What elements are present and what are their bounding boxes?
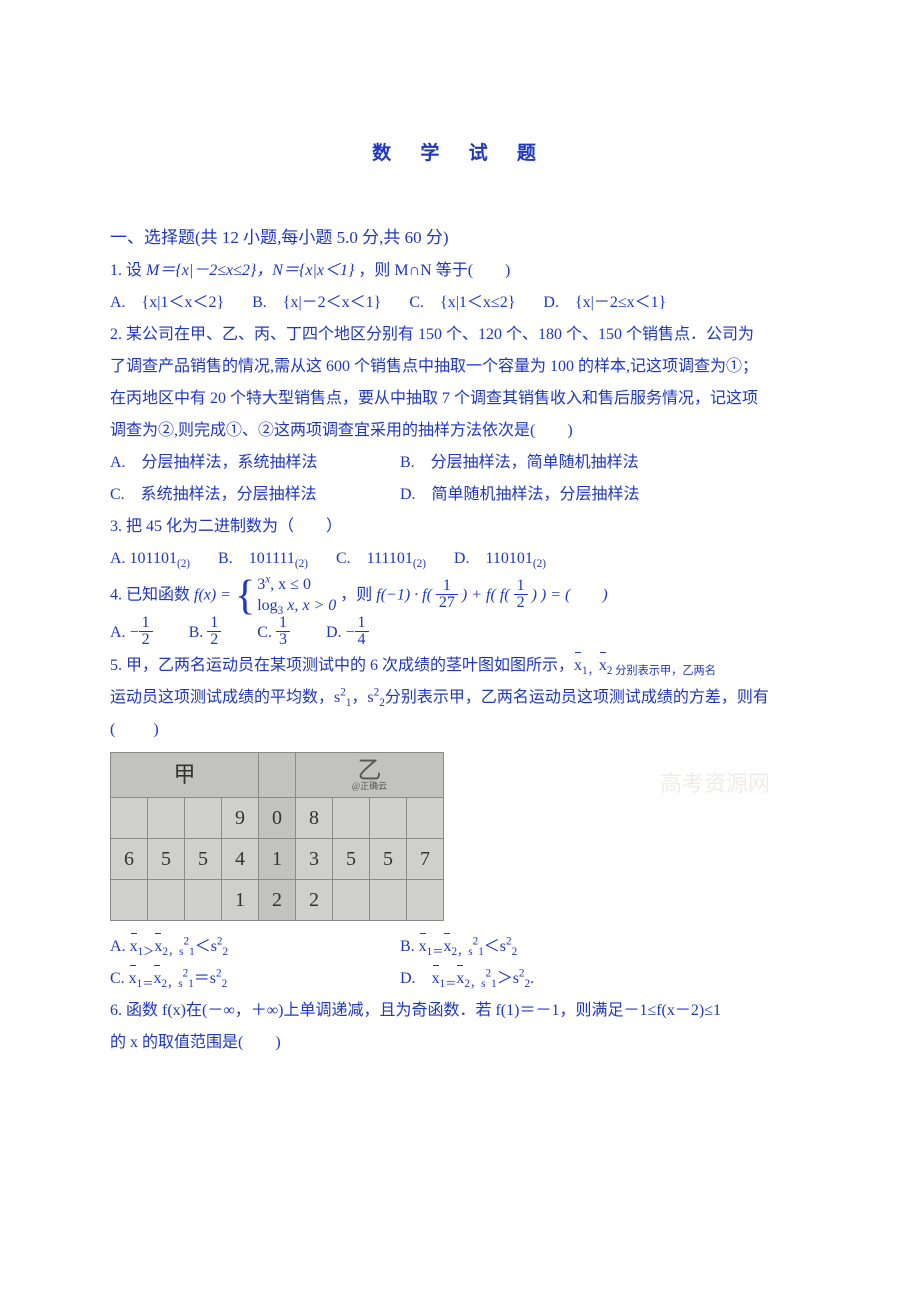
q2-l4: 调查为②,则完成①、②这两项调查宜采用的抽样方法依次是( ) — [110, 415, 810, 447]
q4-piecewise: { 3x, x ≤ 0 log3 x, x > 0 — [235, 575, 336, 617]
q6-l2: 的 x 的取值范围是( ) — [110, 1027, 810, 1059]
sl-row-1: 6554 1 3557 — [111, 839, 444, 880]
q4-options: A. −12 B. 12 C. 13 D. −14 — [110, 617, 810, 650]
q5-opt-c: C. x1＝x2，s21＝s22 — [110, 963, 400, 995]
exam-page: 数 学 试 题 一、选择题(共 12 小题,每小题 5.0 分,共 60 分) … — [0, 0, 920, 1119]
q5-l2a: 运动员这项测试成绩的平均数，s — [110, 689, 340, 706]
q4-expr-a: f(−1) · f( — [376, 587, 432, 604]
sl-row-0: 9 0 8 — [111, 798, 444, 839]
q5-opt-d: D. x1＝x2，s21＞s22. — [400, 963, 810, 995]
left-brace-icon: { — [235, 575, 255, 617]
sl-head-left: 甲 — [111, 753, 259, 798]
q4-frac-2: 12 — [514, 578, 528, 611]
q1-math: M＝{x|－2≤x≤2}，N＝{x|x＜1} — [146, 262, 354, 279]
q4-mid: ，则 — [340, 587, 376, 604]
section-heading: 一、选择题(共 12 小题,每小题 5.0 分,共 60 分) — [110, 221, 810, 255]
q4-opt-a: A. −12 — [110, 617, 153, 650]
stem-leaf-plot: 甲 乙 @正确云 9 0 8 6554 1 3557 1 2 2 — [110, 752, 444, 921]
q4-expr-c: ) ) = ( ) — [532, 587, 608, 604]
q2-l2: 了调查产品销售的情况,需从这 600 个销售点中抽取一个容量为 100 的样本,… — [110, 351, 810, 383]
q5-options: A. x1＞x2，s21＜s22 B. x1＝x2，s21＜s22 C. x1＝… — [110, 931, 810, 995]
q2-opt-d: D. 简单随机抽样法，分层抽样法 — [400, 479, 810, 511]
watermark-text: 高考资源网 — [660, 762, 770, 806]
q1-opt-a: A. {x|1＜x＜2} — [110, 287, 224, 319]
q4-frac-1: 127 — [436, 578, 458, 611]
q1-opt-d: D. {x|－2≤x＜1} — [543, 287, 666, 319]
q2-options: A. 分层抽样法，系统抽样法 B. 分层抽样法，简单随机抽样法 C. 系统抽样法… — [110, 447, 810, 511]
page-title: 数 学 试 题 — [110, 135, 810, 173]
q5-opt-a: A. x1＞x2，s21＜s22 — [110, 931, 400, 963]
q2-l1: 2. 某公司在甲、乙、丙、丁四个地区分别有 150 个、120 个、180 个、… — [110, 319, 810, 351]
sl-head-right: 乙 @正确云 — [296, 753, 444, 798]
q2-opt-c: C. 系统抽样法，分层抽样法 — [110, 479, 400, 511]
q3-opt-b: B. 101111(2) — [218, 543, 308, 575]
sl-head-stem — [259, 753, 296, 798]
q1-options: A. {x|1＜x＜2} B. {x|－2＜x＜1} C. {x|1＜x≤2} … — [110, 287, 810, 319]
q2-opt-b: B. 分层抽样法，简单随机抽样法 — [400, 447, 810, 479]
q4-fx: f(x) = — [194, 587, 231, 604]
q4-expr-b: ) + f( f( — [462, 587, 510, 604]
sl-row-2: 1 2 2 — [111, 880, 444, 921]
question-5: 5. 甲，乙两名运动员在某项测试中的 6 次成绩的茎叶图如图所示，x1，x2 分… — [110, 650, 810, 746]
q1-stem-a: 1. 设 — [110, 262, 142, 279]
q4-opt-d: D. −14 — [326, 617, 369, 650]
question-6: 6. 函数 f(x)在(－∞，＋∞)上单调递减，且为奇函数．若 f(1)＝－1，… — [110, 995, 810, 1059]
q4-opt-b: B. 12 — [189, 617, 222, 650]
q2-opt-a: A. 分层抽样法，系统抽样法 — [110, 447, 400, 479]
q1-stem-b: ，则 M∩N 等于( ) — [358, 262, 510, 279]
q4-lead: 4. 已知函数 — [110, 587, 194, 604]
q2-l3: 在丙地区中有 20 个特大型销售点，要从中抽取 7 个调查其销售收入和售后服务情… — [110, 383, 810, 415]
question-3: 3. 把 45 化为二进制数为（ ） — [110, 511, 810, 543]
q6-l1: 6. 函数 f(x)在(－∞，＋∞)上单调递减，且为奇函数．若 f(1)＝－1，… — [110, 995, 810, 1027]
q3-options: A. 101101(2) B. 101111(2) C. 111101(2) D… — [110, 543, 810, 575]
watermark-small: @正确云 — [352, 777, 387, 795]
q3-opt-d: D. 110101(2) — [454, 543, 546, 575]
q5-opt-b: B. x1＝x2，s21＜s22 — [400, 931, 810, 963]
q5-l1a: 5. 甲，乙两名运动员在某项测试中的 6 次成绩的茎叶图如图所示， — [110, 657, 574, 674]
question-4: 4. 已知函数 f(x) = { 3x, x ≤ 0 log3 x, x > 0… — [110, 575, 810, 617]
q1-opt-c: C. {x|1＜x≤2} — [409, 287, 515, 319]
q5-l3: ( ) — [110, 714, 810, 746]
q3-opt-a: A. 101101(2) — [110, 543, 190, 575]
q1-opt-b: B. {x|－2＜x＜1} — [252, 287, 381, 319]
question-1: 1. 设 M＝{x|－2≤x≤2}，N＝{x|x＜1} ，则 M∩N 等于( ) — [110, 255, 810, 287]
q3-opt-c: C. 111101(2) — [336, 543, 426, 575]
q4-opt-c: C. 13 — [257, 617, 290, 650]
question-2: 2. 某公司在甲、乙、丙、丁四个地区分别有 150 个、120 个、180 个、… — [110, 319, 810, 447]
